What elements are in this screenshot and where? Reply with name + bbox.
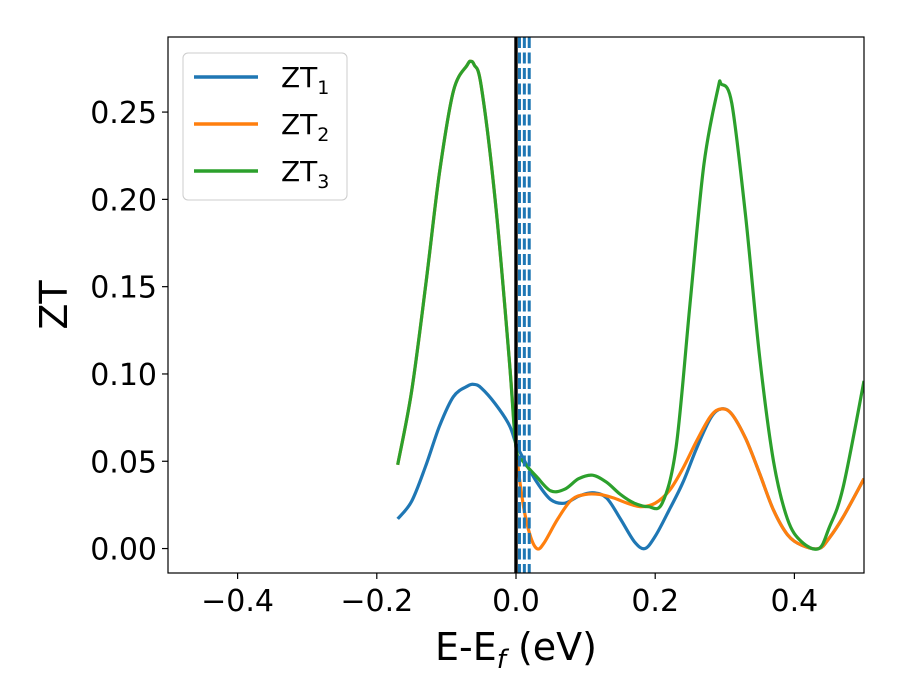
y-tick-label: 0.25 [90, 96, 157, 131]
legend-box [182, 52, 348, 201]
y-axis-title: ZT [32, 280, 76, 330]
reference-lines [514, 37, 531, 573]
x-tick-label: 0.4 [771, 584, 819, 619]
series-line-zt1 [396, 382, 864, 551]
y-tick-label: 0.20 [90, 183, 157, 218]
x-tick-label: 0.2 [631, 584, 679, 619]
y-tick-label: 0.00 [90, 533, 157, 568]
y-tick-label: 0.15 [90, 271, 157, 306]
series-line-zt3 [396, 59, 864, 551]
x-tick-label: −0.2 [340, 584, 413, 619]
legend-label-zt3: ZT3 [281, 155, 329, 193]
y-axis-ticks: 0.00 0.05 0.10 0.15 0.20 0.25 [90, 96, 168, 568]
x-axis-title-unit: (eV) [506, 625, 597, 669]
legend-label-zt1: ZT1 [281, 61, 329, 99]
legend: ZT1 ZT2 ZT3 [182, 52, 348, 201]
x-axis-title: E-Ef (eV) [435, 625, 597, 675]
x-tick-label: −0.4 [201, 584, 274, 619]
x-axis-title-main: E-E [435, 625, 497, 669]
series-line-zt2 [396, 59, 864, 551]
y-tick-label: 0.10 [90, 358, 157, 393]
x-axis-ticks: −0.4 −0.2 0.0 0.2 0.4 [201, 573, 818, 619]
plot-lines [396, 59, 864, 551]
x-tick-label: 0.0 [492, 584, 540, 619]
y-tick-label: 0.05 [90, 445, 157, 480]
legend-label-zt2: ZT2 [281, 108, 329, 146]
